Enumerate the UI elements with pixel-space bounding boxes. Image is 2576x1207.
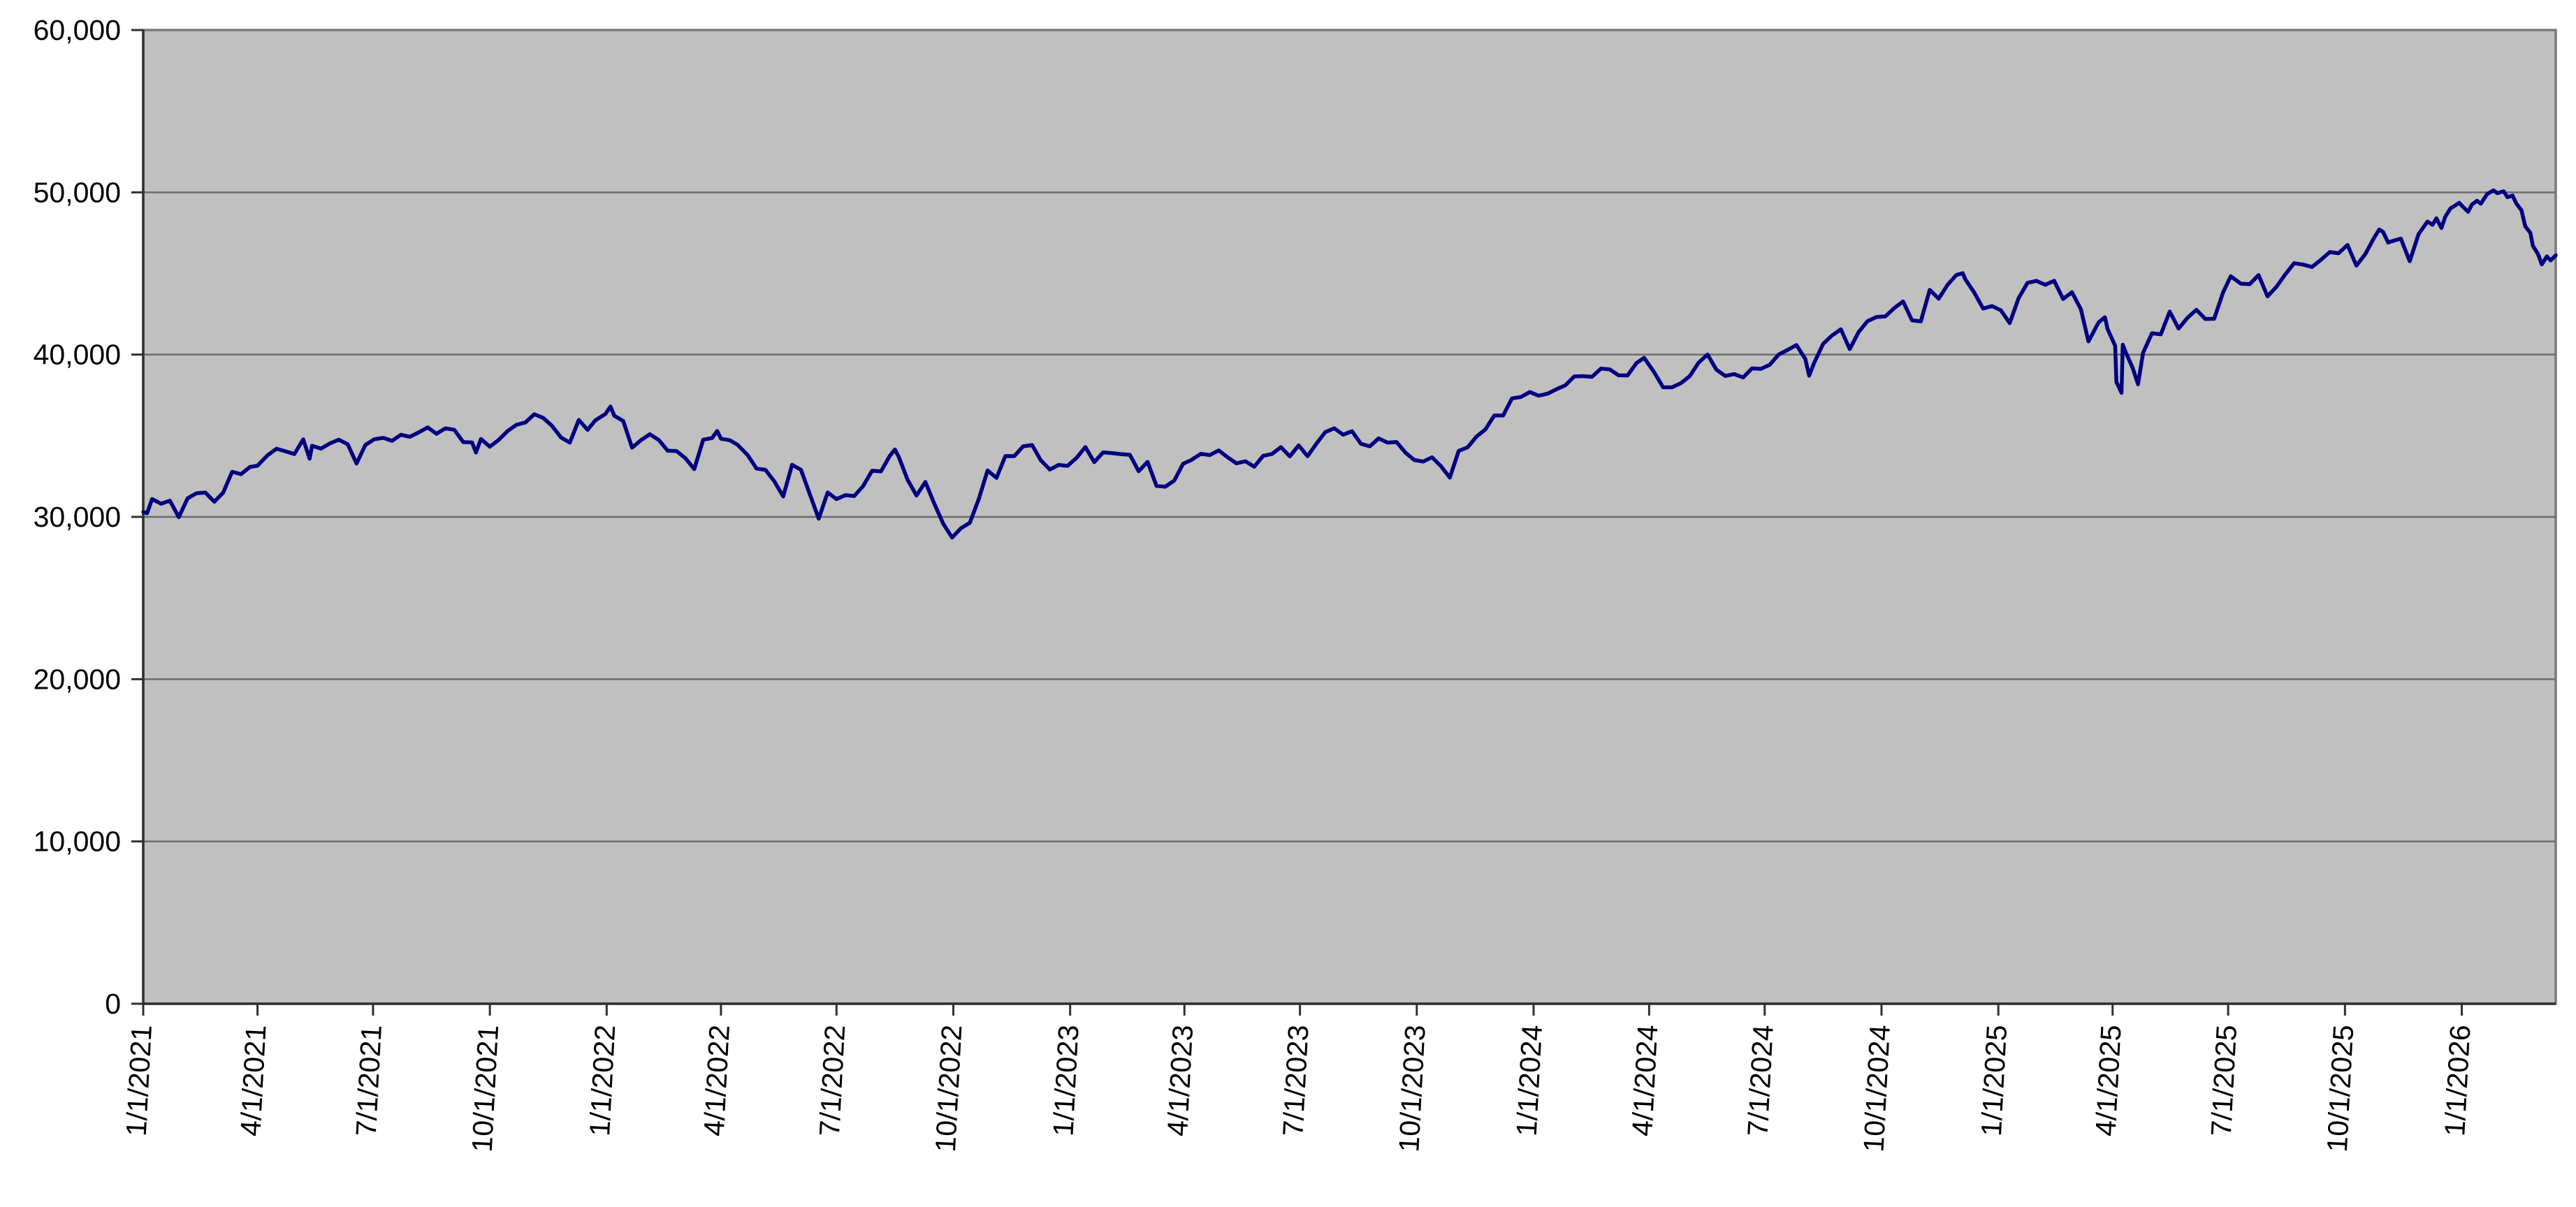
price-line (141, 188, 2558, 540)
x-axis-label: 10/1/2025 (2321, 1024, 2359, 1153)
x-axis-label: 10/1/2023 (1392, 1024, 1431, 1153)
x-axis-label: 10/1/2022 (929, 1024, 968, 1153)
x-axis-label: 1/1/2024 (1511, 1024, 1548, 1137)
x-axis-label: 7/1/2023 (1276, 1024, 1314, 1137)
y-axis-label: 10,000 (34, 826, 121, 858)
y-axis-label: 60,000 (34, 14, 121, 46)
y-axis-label: 40,000 (34, 339, 121, 371)
y-axis-label: 0 (105, 988, 121, 1020)
x-axis-label: 7/1/2022 (813, 1024, 851, 1137)
x-axis-label: 4/1/2021 (234, 1024, 272, 1137)
x-axis-label: 7/1/2024 (1741, 1024, 1779, 1137)
x-axis-label: 1/1/2025 (1975, 1024, 2013, 1137)
x-axis-label: 1/1/2026 (2438, 1024, 2476, 1137)
y-axis-label: 20,000 (34, 663, 121, 695)
y-axis-label: 30,000 (34, 501, 121, 533)
x-axis-label: 7/1/2021 (350, 1024, 388, 1137)
x-axis-label: 1/1/2022 (583, 1024, 621, 1137)
x-axis-label: 4/1/2025 (2089, 1024, 2127, 1137)
x-axis-label: 4/1/2023 (1161, 1024, 1199, 1137)
x-axis-label: 4/1/2022 (698, 1024, 736, 1137)
x-axis-label: 1/1/2023 (1047, 1024, 1084, 1137)
x-axis-label: 7/1/2025 (2205, 1024, 2243, 1137)
x-axis-label: 4/1/2024 (1626, 1024, 1664, 1137)
x-axis-label: 10/1/2021 (466, 1024, 504, 1153)
y-axis-label: 50,000 (34, 176, 121, 208)
x-axis-label: 1/1/2021 (120, 1024, 158, 1137)
x-axis-label: 10/1/2024 (1857, 1024, 1895, 1153)
